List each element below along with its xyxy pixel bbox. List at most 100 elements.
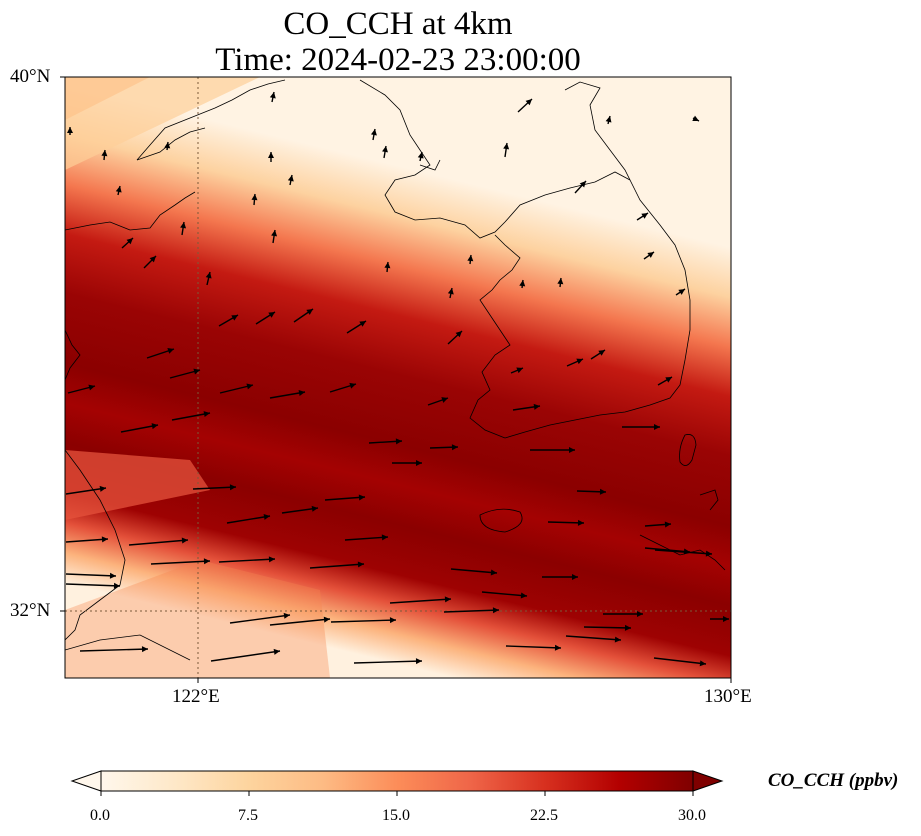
wind-arrow	[505, 645, 562, 649]
wind-arrow-head	[357, 561, 364, 568]
wind-arrow-head	[647, 252, 654, 258]
wind-arrow-head	[554, 644, 561, 651]
colorbar-label: CO_CCH (ppbv)	[768, 770, 899, 791]
coastlines	[65, 79, 726, 661]
wind-arrow-head	[451, 444, 458, 451]
wind-arrow-head	[641, 213, 648, 219]
lon-label-130e: 130°E	[704, 686, 752, 707]
wind-arrow-head	[271, 230, 278, 237]
wind-arrow-head	[572, 574, 578, 580]
wind-arrow-head	[349, 382, 356, 389]
wind-arrow-head	[447, 288, 454, 295]
wind-arrow	[79, 648, 149, 652]
wind-arrow-head	[113, 582, 120, 589]
wind-arrow-head	[415, 658, 422, 665]
wind-arrow	[481, 591, 528, 597]
wind-arrow-head	[101, 536, 108, 543]
colorbar-extend-low	[70, 770, 102, 792]
wind-arrow-head	[268, 152, 274, 158]
wind-arrow	[229, 614, 291, 624]
wind-arrow-head	[569, 447, 575, 453]
wind-arrow-head	[577, 519, 584, 526]
wind-arrow-head	[664, 521, 671, 528]
wind-arrow-head	[525, 99, 532, 106]
gridlines	[65, 77, 731, 678]
wind-arrow	[565, 635, 622, 641]
wind-arrow-head	[520, 592, 527, 599]
wind-arrow	[547, 521, 585, 524]
wind-arrow	[210, 650, 281, 662]
wind-arrow-head	[723, 616, 729, 622]
colorbar	[70, 770, 724, 796]
wind-arrow-head	[67, 127, 73, 133]
wind-arrow-head	[263, 514, 270, 520]
wind-arrow-head	[599, 488, 606, 495]
wind-arrow	[65, 487, 107, 495]
wind-arrow-head	[516, 367, 523, 374]
wind-arrow-head	[614, 636, 621, 643]
wind-arrow-head	[268, 556, 275, 563]
wind-arrow	[65, 538, 109, 543]
wind-arrow-head	[683, 548, 690, 555]
wind-arrow-head	[88, 384, 95, 391]
wind-arrow-head	[203, 558, 210, 565]
wind-arrow-head	[115, 186, 122, 193]
wind-arrow	[353, 660, 423, 664]
colorbar-tick-0: 0.0	[90, 807, 110, 824]
wind-arrow-head	[283, 612, 290, 619]
wind-arrow-head	[492, 607, 499, 614]
wind-arrow-head	[141, 646, 148, 653]
colorbar-tick-3: 22.5	[530, 807, 558, 824]
wind-arrow-head	[180, 222, 187, 229]
wind-arrow-head	[101, 150, 108, 157]
wind-arrow-head	[598, 350, 605, 356]
wind-arrow-head	[246, 383, 253, 390]
map-frame	[64, 76, 732, 679]
wind-arrow-head	[441, 397, 448, 403]
wind-arrow-head	[665, 377, 672, 383]
wind-arrow-head	[251, 194, 258, 201]
wind-arrow	[128, 539, 189, 546]
wind-arrow-head	[416, 460, 422, 466]
wind-arrow	[330, 619, 397, 623]
wind-arrow	[171, 412, 211, 421]
wind-arrow-head	[306, 309, 313, 315]
wind-arrow	[120, 424, 159, 433]
wind-arrow-head	[268, 312, 275, 318]
wind-arrow-head	[395, 438, 402, 445]
wind-arrow-head	[417, 152, 424, 159]
chart-title: CO_CCH at 4km	[283, 6, 513, 42]
wind-arrow	[65, 573, 117, 577]
wind-arrow	[218, 558, 276, 563]
wind-arrow	[65, 583, 121, 587]
wind-arrow-head	[384, 262, 391, 269]
wind-arrow-head	[678, 289, 685, 295]
wind-arrow-head	[151, 423, 158, 430]
wind-arrow	[583, 626, 632, 629]
lat-label-40n: 40°N	[10, 66, 51, 87]
wind-arrow-head	[298, 390, 305, 396]
wind-arrow	[654, 549, 713, 555]
lat-label-32n: 32°N	[10, 600, 51, 621]
wind-arrow-head	[99, 485, 106, 492]
axis-ticks	[60, 76, 732, 683]
wind-arrow-head	[269, 92, 276, 99]
concentration-field	[65, 77, 731, 678]
wind-vectors	[65, 91, 729, 667]
wind-arrow-head	[389, 617, 396, 624]
wind-arrow-head	[579, 181, 586, 188]
wind-arrow-head	[576, 358, 583, 365]
wind-arrow-head	[382, 146, 388, 153]
wind-arrow	[344, 536, 389, 541]
wind-arrow-head	[358, 494, 365, 501]
wind-arrow	[269, 618, 331, 626]
colorbar-tick-2: 15.0	[382, 807, 410, 824]
wind-arrow-head	[287, 175, 294, 182]
chart-subtitle: Time: 2024-02-23 23:00:00	[215, 42, 581, 78]
wind-arrow-head	[370, 129, 377, 136]
wind-arrow-head	[381, 534, 388, 541]
wind-arrow-head	[193, 368, 200, 375]
wind-arrow	[309, 563, 365, 569]
wind-arrow-head	[557, 278, 564, 285]
